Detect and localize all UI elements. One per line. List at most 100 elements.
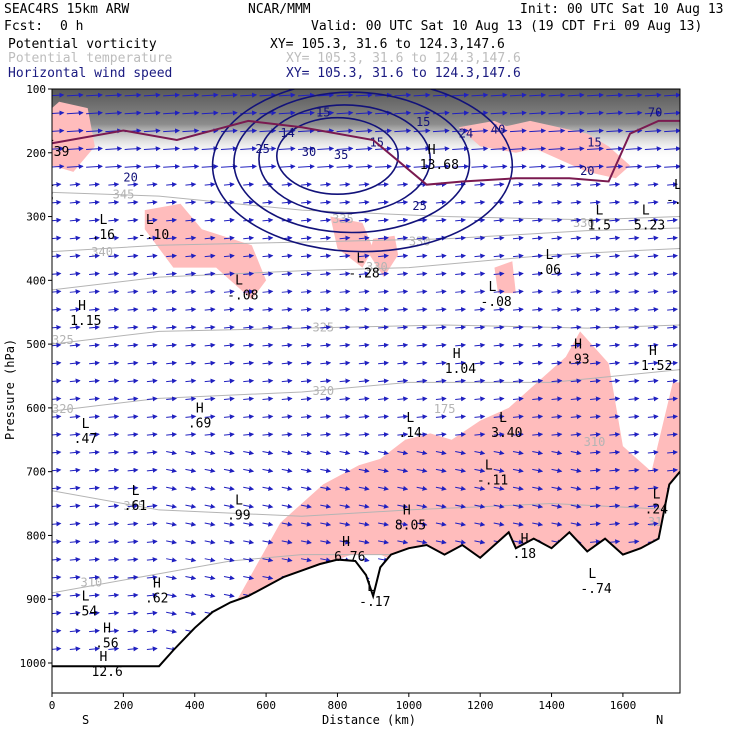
- wind-vector: [435, 271, 447, 277]
- wind-vector: [551, 396, 563, 402]
- wind-vector: [223, 342, 235, 348]
- wind-vector: [301, 253, 312, 259]
- wind-vector: [474, 307, 486, 313]
- wind-vector: [644, 92, 662, 98]
- forecast-value: 0 h: [60, 19, 84, 34]
- wind-vector: [455, 199, 467, 205]
- wind-vector: [532, 414, 544, 420]
- wind-vector: [590, 414, 601, 420]
- extremum-value-28: 13.68: [420, 158, 459, 173]
- wind-vector: [166, 253, 178, 259]
- wind-vector: [378, 342, 389, 348]
- wind-vector: [416, 253, 428, 259]
- extremum-value-21: -.74: [580, 582, 611, 597]
- wind-vector: [127, 235, 139, 241]
- theta-contour-5: [52, 490, 680, 517]
- wind-vector: [493, 217, 505, 223]
- wind-vector: [108, 307, 120, 313]
- wind-vector: [146, 432, 158, 438]
- wind-vector: [243, 378, 255, 384]
- wind-vector: [532, 450, 544, 456]
- wind-vector: [146, 539, 158, 545]
- wind-vector: [166, 324, 178, 330]
- wind-vector: [644, 146, 662, 152]
- wind-vector: [281, 557, 293, 563]
- wind-vector: [262, 503, 274, 509]
- wind-vector: [532, 235, 544, 241]
- wind-vector: [667, 271, 678, 277]
- extremum-type-27: L: [642, 204, 650, 219]
- wind-vector: [413, 146, 431, 152]
- wind-vector: [355, 128, 373, 134]
- wind-vector: [320, 289, 332, 295]
- wind-vector: [69, 378, 81, 384]
- extremum-value-1: -.10: [138, 228, 169, 243]
- wind-vector: [625, 164, 643, 170]
- wind-vector: [89, 289, 100, 295]
- extremum-value-19: .18: [513, 547, 536, 562]
- wind-vector: [532, 307, 544, 313]
- wind-vector: [551, 360, 563, 366]
- wind-vector: [606, 110, 624, 116]
- wind-vector: [455, 521, 467, 527]
- wind-vector: [474, 235, 486, 241]
- wind-vector: [455, 432, 467, 438]
- wind-vector: [146, 628, 158, 634]
- wind-vector: [532, 182, 544, 188]
- wind-vector: [146, 467, 158, 473]
- wind-vector: [143, 146, 161, 152]
- wind-vector: [570, 324, 582, 330]
- wind-vector: [490, 164, 508, 170]
- wind-vector: [262, 539, 274, 545]
- wind-vector: [108, 574, 120, 580]
- wind-vector: [339, 485, 351, 491]
- wind-vector: [301, 396, 312, 402]
- y-tick-label: 1000: [20, 657, 46, 670]
- wind-vector: [185, 593, 197, 599]
- wind-vector: [647, 360, 659, 366]
- wind-vector: [432, 164, 450, 170]
- pv-tropopause-line: [52, 119, 680, 186]
- wind-vector: [590, 307, 601, 313]
- wind-vector: [493, 503, 505, 509]
- wind-vector: [532, 199, 544, 205]
- wind-vector: [358, 271, 370, 277]
- wind-vector: [590, 235, 601, 241]
- wind-vector: [647, 271, 659, 277]
- wind-vector: [435, 414, 447, 420]
- wind-vector: [647, 217, 659, 223]
- wind-vector: [435, 342, 447, 348]
- wind-vector: [243, 450, 255, 456]
- wind-vector: [262, 557, 274, 563]
- x-tick-label: 400: [185, 699, 205, 712]
- wind-vector: [551, 468, 563, 474]
- wind-vector: [300, 485, 312, 491]
- wind-vector: [378, 217, 389, 223]
- wind-vector: [185, 396, 197, 402]
- wind-vector: [416, 342, 428, 348]
- wind-vector: [52, 110, 65, 116]
- wind-vector: [647, 432, 659, 438]
- wind-vector: [474, 360, 486, 366]
- wind-vector: [664, 146, 680, 152]
- wind-vector: [127, 574, 139, 580]
- wind-vector: [204, 324, 216, 330]
- wind-speed-label-9: 15: [316, 105, 330, 119]
- wind-vector: [127, 253, 139, 259]
- wind-vector: [166, 468, 177, 474]
- extremum-type-31: L: [46, 130, 54, 145]
- wind-vector: [262, 235, 274, 241]
- wind-vector: [493, 253, 505, 259]
- pv-region-4: [494, 261, 516, 294]
- wind-vector: [69, 307, 81, 313]
- wind-vector: [89, 235, 100, 241]
- wind-vector: [166, 342, 178, 348]
- wind-speed-label-8: 15: [416, 115, 430, 129]
- wind-vector: [281, 253, 293, 259]
- wind-vector: [300, 503, 312, 509]
- wind-vector: [182, 128, 200, 134]
- wind-vector: [628, 253, 640, 259]
- wind-vector: [320, 432, 332, 438]
